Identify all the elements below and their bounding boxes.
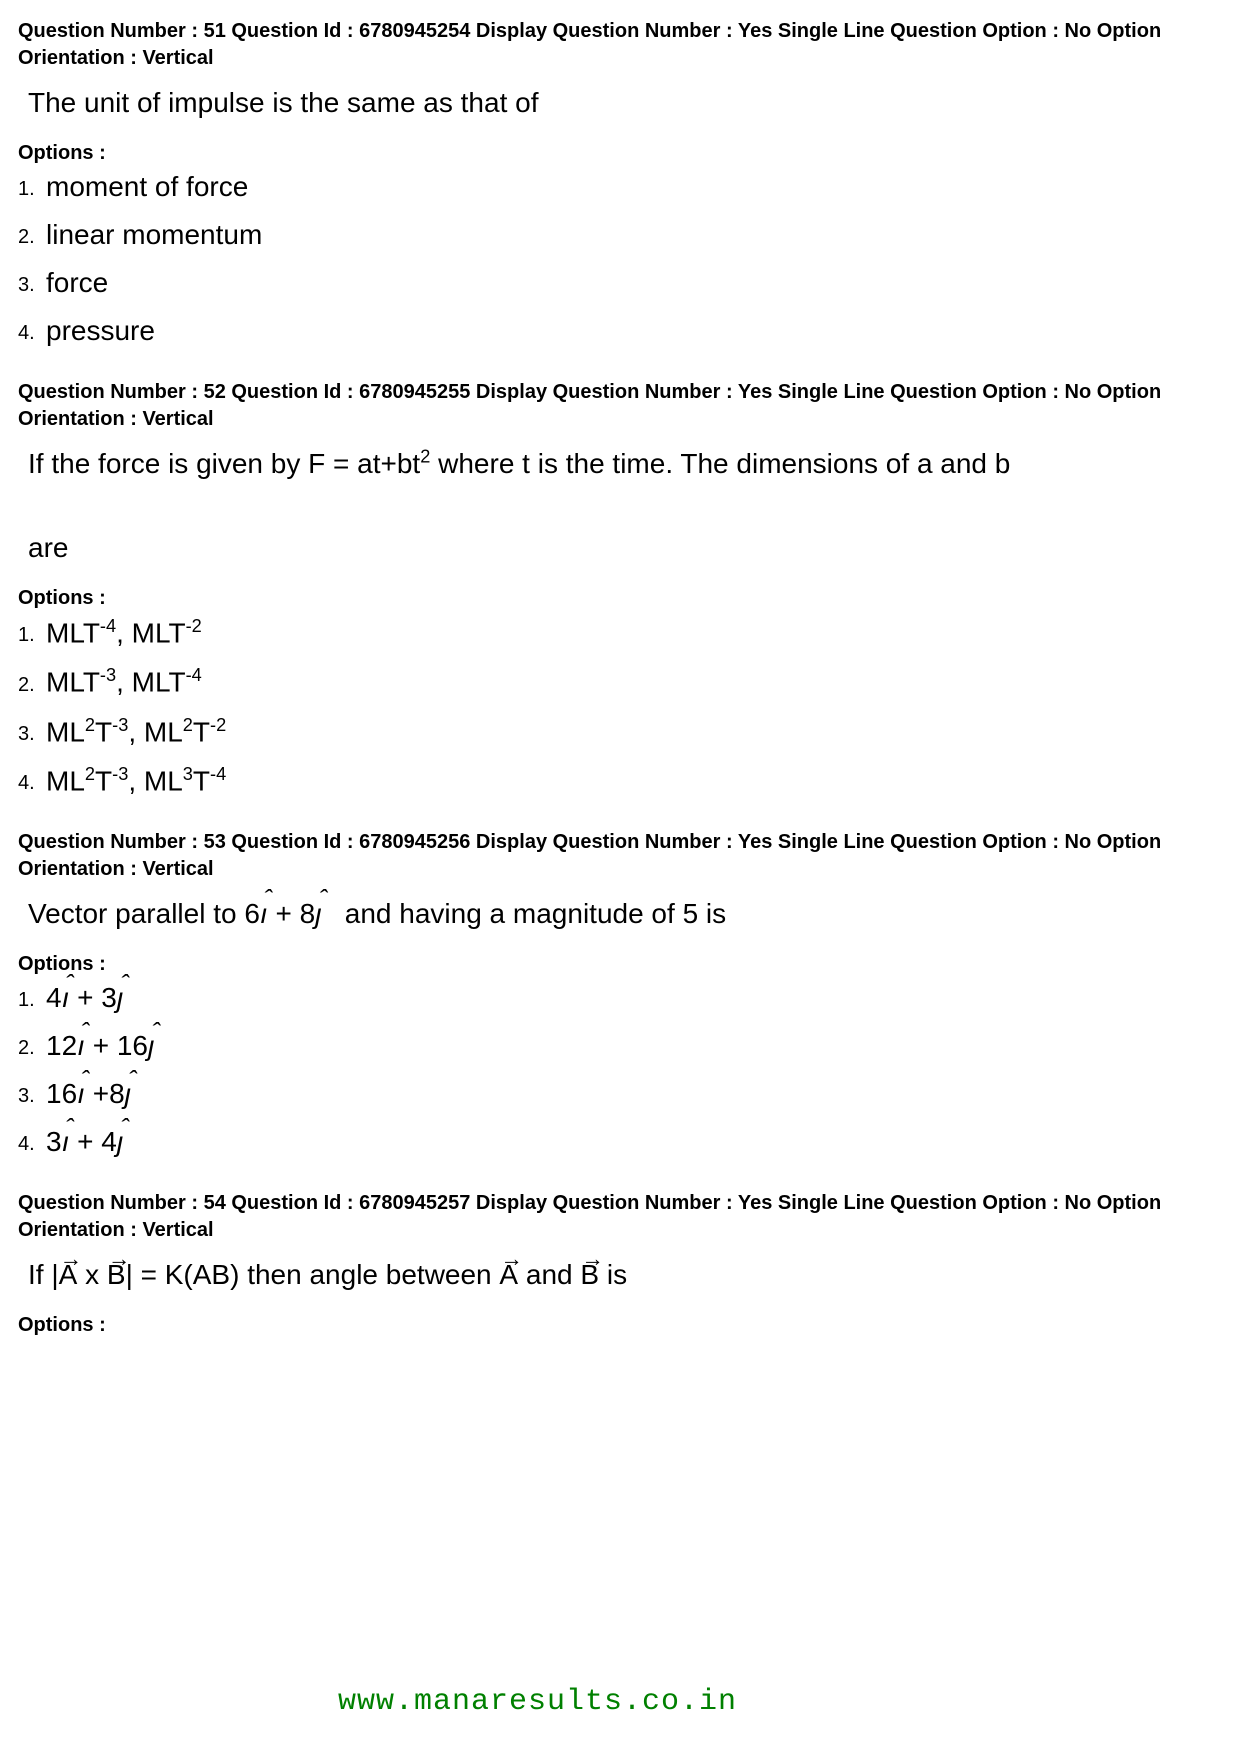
option-number: 3. [18, 723, 40, 748]
watermark: www.manaresults.co.in [338, 1685, 737, 1719]
option-text: ML2T-3, ML2T-2 [46, 715, 226, 748]
question-block: Question Number : 51 Question Id : 67809… [18, 18, 1222, 347]
option-number: 4. [18, 772, 40, 797]
option-row: 3.force [18, 267, 1222, 299]
option-row: 1.moment of force [18, 171, 1222, 203]
option-number: 1. [18, 624, 40, 649]
option-row: 2.MLT-3, MLT-4 [18, 665, 1222, 698]
option-number: 2. [18, 226, 40, 251]
option-number: 1. [18, 178, 40, 203]
question-header: Question Number : 54 Question Id : 67809… [18, 1190, 1222, 1244]
option-text: ML2T-3, ML3T-4 [46, 764, 226, 797]
option-row: 1.4ı + 3ȷ [18, 982, 1222, 1014]
option-text: 4ı + 3ȷ [46, 982, 123, 1014]
option-number: 1. [18, 989, 40, 1014]
question-header: Question Number : 53 Question Id : 67809… [18, 829, 1222, 883]
option-row: 1.MLT-4, MLT-2 [18, 616, 1222, 649]
question-block: Question Number : 52 Question Id : 67809… [18, 379, 1222, 797]
option-text: 12ı + 16ȷ [46, 1030, 154, 1062]
question-header: Question Number : 52 Question Id : 67809… [18, 379, 1222, 433]
option-row: 2.linear momentum [18, 219, 1222, 251]
question-block: Question Number : 53 Question Id : 67809… [18, 829, 1222, 1158]
option-text: moment of force [46, 171, 248, 203]
option-number: 4. [18, 322, 40, 347]
question-text: The unit of impulse is the same as that … [28, 82, 1222, 124]
question-text: If |A x B| = K(AB) then angle between A … [28, 1254, 1222, 1296]
option-text: 16ı +8ȷ [46, 1078, 131, 1110]
document-body: Question Number : 51 Question Id : 67809… [18, 18, 1222, 1337]
option-text: MLT-3, MLT-4 [46, 665, 202, 698]
option-number: 2. [18, 674, 40, 699]
question-text: Vector parallel to 6ı + 8ȷ and having a … [28, 893, 1222, 935]
option-row: 4.ML2T-3, ML3T-4 [18, 764, 1222, 797]
option-number: 2. [18, 1037, 40, 1062]
option-row: 3.16ı +8ȷ [18, 1078, 1222, 1110]
question-header: Question Number : 51 Question Id : 67809… [18, 18, 1222, 72]
option-row: 3.ML2T-3, ML2T-2 [18, 715, 1222, 748]
option-text: 3ı + 4ȷ [46, 1126, 123, 1158]
option-text: force [46, 267, 108, 299]
option-number: 4. [18, 1133, 40, 1158]
option-row: 4.3ı + 4ȷ [18, 1126, 1222, 1158]
option-number: 3. [18, 1085, 40, 1110]
question-text: If the force is given by F = at+bt2 wher… [28, 443, 1222, 569]
options-label: Options : [18, 1314, 1222, 1337]
question-block: Question Number : 54 Question Id : 67809… [18, 1190, 1222, 1337]
options-label: Options : [18, 142, 1222, 165]
option-text: linear momentum [46, 219, 262, 251]
option-row: 2.12ı + 16ȷ [18, 1030, 1222, 1062]
option-text: MLT-4, MLT-2 [46, 616, 202, 649]
options-label: Options : [18, 587, 1222, 610]
options-label: Options : [18, 953, 1222, 976]
option-row: 4.pressure [18, 315, 1222, 347]
option-number: 3. [18, 274, 40, 299]
option-text: pressure [46, 315, 155, 347]
